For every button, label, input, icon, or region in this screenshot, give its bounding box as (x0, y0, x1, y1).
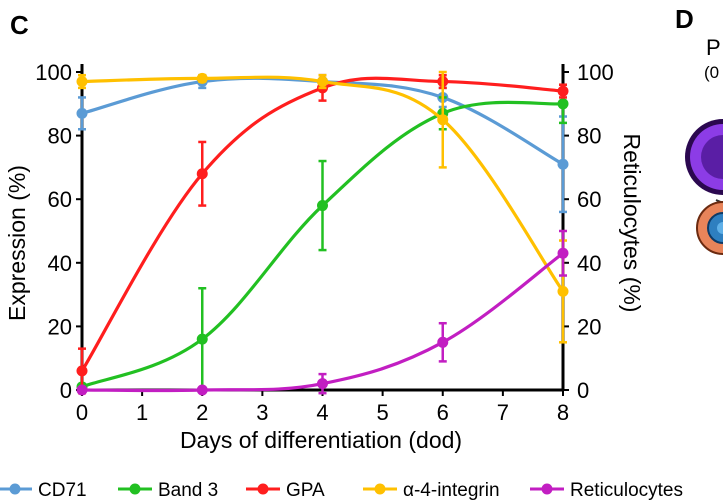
y-tick-label: 40 (48, 251, 72, 276)
data-point-4-integrin (76, 76, 88, 88)
x-tick-label: 6 (437, 400, 449, 425)
legend-marker-reticulocytes (541, 483, 553, 495)
legend-marker-cd71 (9, 483, 21, 495)
y2-tick-label: 40 (577, 251, 601, 276)
x-tick-label: 2 (196, 400, 208, 425)
data-point-band-3 (557, 98, 569, 110)
legend-label-cd71: CD71 (38, 480, 87, 501)
panel-d-partial-label: P (706, 35, 721, 60)
series-4-integrin (76, 70, 569, 344)
panel-letter-c: C (10, 10, 29, 40)
data-point-4-integrin (317, 76, 328, 88)
data-point-gpa (557, 85, 569, 97)
data-point-reticulocytes (317, 378, 328, 390)
x-tick-label: 1 (136, 400, 148, 425)
y-tick-label: 80 (48, 124, 72, 149)
x-tick-label: 4 (316, 400, 328, 425)
legend-label-reticulocytes: Reticulocytes (570, 480, 683, 501)
series-band-3 (76, 83, 569, 393)
data-point-gpa (76, 365, 88, 377)
y2-tick-label: 20 (577, 314, 601, 339)
series-layer (76, 70, 569, 396)
data-point-4-integrin (196, 72, 208, 84)
y2-axis-label: Reticulocytes (%) (619, 134, 645, 313)
legend-label-gpa: GPA (286, 480, 325, 501)
legend-label-4-integrin: α-4-integrin (403, 480, 500, 501)
data-point-band-3 (317, 200, 328, 212)
y-tick-label: 20 (48, 314, 72, 339)
y-tick-label: 100 (35, 60, 72, 85)
y2-tick-label: 80 (577, 124, 601, 149)
y-tick-label: 60 (48, 187, 72, 212)
x-tick-label: 8 (557, 400, 569, 425)
data-point-reticulocytes (557, 247, 569, 259)
x-axis-label: Days of differentiation (dod) (180, 427, 462, 453)
x-tick-label: 5 (377, 400, 389, 425)
series-line-4-integrin (81, 75, 565, 293)
legend-marker-4-integrin (374, 483, 386, 495)
data-point-4-integrin (437, 114, 449, 126)
series-line-reticulocytes (81, 251, 564, 393)
data-point-band-3 (196, 333, 208, 345)
data-point-reticulocytes (437, 336, 449, 348)
panel-d-partial-sublabel: (0 (704, 63, 719, 82)
series-line-gpa (80, 76, 564, 372)
series-reticulocytes (76, 229, 569, 396)
x-tick-label: 7 (497, 400, 509, 425)
panel-d-cell-illustration (685, 119, 723, 255)
x-tick-label: 3 (256, 400, 268, 425)
y2-tick-label: 0 (577, 378, 589, 403)
y-tick-label: 0 (60, 378, 72, 403)
data-point-4-integrin (557, 285, 569, 297)
data-point-gpa (196, 168, 208, 180)
x-tick-label: 0 (76, 400, 88, 425)
y2-tick-label: 100 (577, 60, 614, 85)
data-point-cd71 (557, 158, 569, 170)
y-axis-label: Expression (%) (4, 165, 30, 321)
data-point-reticulocytes (76, 384, 88, 396)
legend: CD71 Band 3 GPA α-4-integrin Reticulocytes (0, 480, 683, 501)
y2-tick-label: 60 (577, 187, 601, 212)
legend-marker-band-3 (129, 483, 141, 495)
panel-letter-d: D (675, 4, 694, 34)
data-point-reticulocytes (196, 384, 208, 396)
legend-marker-gpa (257, 483, 269, 495)
data-point-cd71 (76, 107, 88, 119)
legend-label-band-3: Band 3 (158, 480, 218, 501)
